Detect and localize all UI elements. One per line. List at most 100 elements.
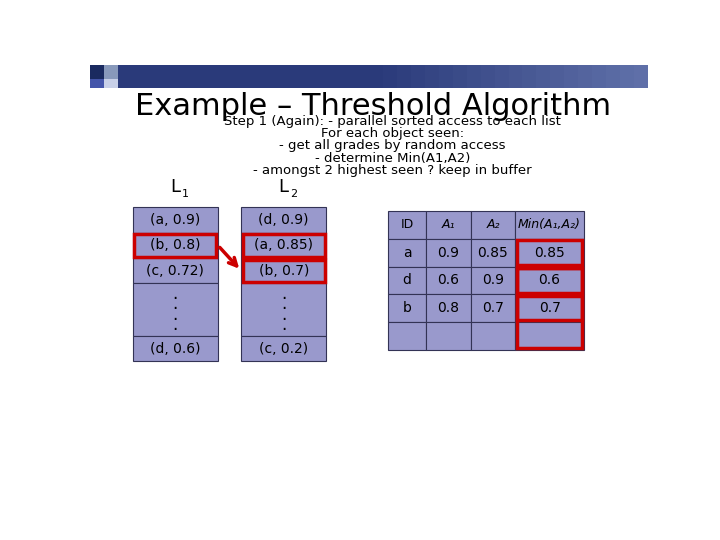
Text: 0.6: 0.6 bbox=[437, 273, 459, 287]
Bar bbox=[471, 239, 516, 267]
Text: Min(A₁,A₂): Min(A₁,A₂) bbox=[518, 219, 581, 232]
Text: 1: 1 bbox=[181, 189, 189, 199]
Text: a: a bbox=[402, 246, 411, 260]
Bar bbox=[517, 268, 582, 348]
Text: 0.6: 0.6 bbox=[539, 273, 561, 287]
Text: ID: ID bbox=[400, 219, 413, 232]
Text: .: . bbox=[281, 316, 287, 334]
Bar bbox=[550, 65, 564, 88]
Bar bbox=[132, 284, 218, 336]
Bar bbox=[453, 65, 467, 88]
Bar bbox=[369, 65, 383, 88]
Text: L: L bbox=[279, 178, 289, 195]
Bar bbox=[564, 65, 578, 88]
Text: For each object seen:: For each object seen: bbox=[320, 127, 464, 140]
Bar bbox=[481, 65, 495, 88]
Bar bbox=[388, 211, 426, 239]
Bar bbox=[132, 233, 218, 258]
Bar bbox=[634, 65, 648, 88]
Bar bbox=[517, 296, 582, 320]
Bar bbox=[132, 258, 218, 284]
Text: (d, 0.9): (d, 0.9) bbox=[258, 213, 309, 227]
Bar bbox=[471, 294, 516, 322]
Text: 0.85: 0.85 bbox=[534, 246, 565, 260]
Text: 0.9: 0.9 bbox=[482, 273, 504, 287]
Bar bbox=[495, 65, 508, 88]
Text: (a, 0.9): (a, 0.9) bbox=[150, 213, 200, 227]
Bar bbox=[241, 233, 326, 258]
Text: (d, 0.6): (d, 0.6) bbox=[150, 341, 200, 355]
Bar bbox=[593, 65, 606, 88]
Bar bbox=[516, 211, 584, 239]
Bar bbox=[471, 267, 516, 294]
Bar bbox=[388, 322, 426, 350]
Text: .: . bbox=[173, 285, 178, 303]
Text: 0.7: 0.7 bbox=[539, 301, 560, 315]
Bar bbox=[578, 65, 593, 88]
Text: .: . bbox=[281, 295, 287, 313]
Bar bbox=[467, 65, 481, 88]
Text: 0.8: 0.8 bbox=[437, 301, 459, 315]
Bar bbox=[426, 267, 471, 294]
Bar bbox=[516, 294, 584, 322]
Bar bbox=[90, 65, 104, 79]
Text: (c, 0.2): (c, 0.2) bbox=[259, 341, 308, 355]
Bar bbox=[90, 65, 648, 88]
Bar bbox=[388, 239, 426, 267]
Bar bbox=[620, 65, 634, 88]
Bar bbox=[104, 65, 118, 79]
Text: 2: 2 bbox=[290, 189, 297, 199]
Bar bbox=[606, 65, 620, 88]
Bar bbox=[388, 294, 426, 322]
Text: b: b bbox=[402, 301, 411, 315]
Bar bbox=[516, 267, 584, 294]
Text: (c, 0.72): (c, 0.72) bbox=[146, 264, 204, 278]
Bar bbox=[388, 267, 426, 294]
Bar bbox=[132, 207, 218, 233]
Bar bbox=[508, 65, 523, 88]
Text: Step 1 (Again): - parallel sorted access to each list: Step 1 (Again): - parallel sorted access… bbox=[224, 115, 561, 128]
Text: .: . bbox=[173, 295, 178, 313]
Text: L: L bbox=[170, 178, 180, 195]
Bar bbox=[90, 79, 104, 88]
Text: (b, 0.8): (b, 0.8) bbox=[150, 238, 200, 252]
Text: - amongst 2 highest seen ? keep in buffer: - amongst 2 highest seen ? keep in buffe… bbox=[253, 164, 531, 177]
Text: 0.7: 0.7 bbox=[482, 301, 504, 315]
Bar bbox=[411, 65, 425, 88]
Bar bbox=[426, 239, 471, 267]
Bar bbox=[383, 65, 397, 88]
Bar bbox=[241, 284, 326, 336]
Text: A₂: A₂ bbox=[486, 219, 500, 232]
Bar bbox=[134, 234, 216, 256]
Bar bbox=[517, 268, 582, 293]
Bar bbox=[471, 322, 516, 350]
Bar bbox=[426, 322, 471, 350]
Bar bbox=[241, 207, 326, 233]
Bar bbox=[516, 239, 584, 267]
Bar bbox=[241, 336, 326, 361]
Text: 0.9: 0.9 bbox=[437, 246, 459, 260]
Text: - get all grades by random access: - get all grades by random access bbox=[279, 139, 505, 152]
Bar bbox=[517, 240, 582, 265]
Bar bbox=[426, 211, 471, 239]
Bar bbox=[536, 65, 550, 88]
Bar bbox=[471, 211, 516, 239]
Text: .: . bbox=[281, 285, 287, 303]
Text: A₁: A₁ bbox=[441, 219, 455, 232]
Bar bbox=[104, 79, 118, 88]
Bar bbox=[241, 258, 326, 284]
Bar bbox=[243, 234, 325, 256]
Bar bbox=[438, 65, 453, 88]
Bar bbox=[523, 65, 536, 88]
Bar bbox=[516, 322, 584, 350]
Bar bbox=[397, 65, 411, 88]
Text: d: d bbox=[402, 273, 411, 287]
Text: (b, 0.7): (b, 0.7) bbox=[258, 264, 309, 278]
Text: .: . bbox=[281, 306, 287, 324]
Bar bbox=[132, 336, 218, 361]
Bar bbox=[426, 294, 471, 322]
Text: 0.85: 0.85 bbox=[477, 246, 508, 260]
Bar bbox=[243, 260, 325, 282]
Text: .: . bbox=[173, 316, 178, 334]
Text: Example – Threshold Algorithm: Example – Threshold Algorithm bbox=[135, 92, 611, 121]
